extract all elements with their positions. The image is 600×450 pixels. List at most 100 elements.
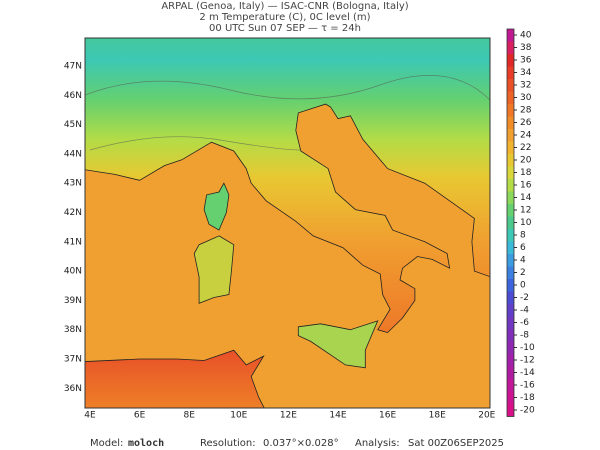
lon-label: 8E	[183, 411, 195, 421]
island	[193, 235, 235, 304]
colorbar-label: 36	[520, 56, 532, 66]
colorbar-swatch	[507, 41, 514, 54]
footer-value: 0.037°×0.028°	[263, 438, 339, 449]
colorbar-label: -18	[520, 393, 535, 403]
colorbar-label: 40	[520, 31, 532, 41]
lat-label: 36N	[64, 384, 82, 394]
map-area	[85, 38, 490, 408]
lat-label: 46N	[64, 91, 82, 101]
colorbar-label: 8	[520, 231, 526, 241]
footer-label: Resolution:	[200, 438, 256, 449]
colorbar-label: 4	[520, 256, 526, 266]
colorbar-swatch	[507, 329, 514, 342]
colorbar-swatch	[507, 379, 514, 392]
colorbar-swatch	[507, 191, 514, 204]
colorbar-label: -10	[520, 343, 535, 353]
colorbar-label: 14	[520, 193, 532, 203]
colorbar-swatch	[507, 104, 514, 117]
lon-label: 16E	[379, 411, 396, 421]
header-line: 00 UTC Sun 07 SEP — τ = 24h	[209, 23, 361, 34]
lon-label: 14E	[329, 411, 346, 421]
colorbar-label: -6	[520, 318, 529, 328]
colorbar-swatch	[507, 29, 514, 42]
header-line: ARPAL (Genoa, Italy) — ISAC-CNR (Bologna…	[161, 1, 408, 12]
colorbar-swatch	[507, 291, 514, 304]
colorbar-swatch	[507, 229, 514, 242]
colorbar-swatch	[507, 204, 514, 217]
colorbar-label: -8	[520, 331, 529, 341]
colorbar-swatch	[507, 154, 514, 167]
lat-label: 40N	[64, 267, 82, 277]
lat-label: 39N	[64, 296, 82, 306]
colorbar-label: -14	[520, 368, 535, 378]
colorbar-label: 18	[520, 168, 532, 178]
lat-label: 43N	[64, 179, 82, 189]
footer-label: Analysis:	[355, 438, 400, 449]
colorbar-label: 6	[520, 243, 526, 253]
colorbar-label: 20	[520, 156, 532, 166]
lon-label: 6E	[134, 411, 146, 421]
land	[85, 38, 490, 334]
colorbar-label: 28	[520, 106, 532, 116]
colorbar-swatch	[507, 129, 514, 142]
lon-label: 18E	[429, 411, 446, 421]
colorbar-label: 22	[520, 143, 531, 153]
lon-label: 10E	[230, 411, 247, 421]
colorbar-label: -20	[520, 406, 535, 416]
colorbar-swatch	[507, 404, 514, 417]
lat-label: 37N	[64, 355, 82, 365]
lat-label: 45N	[64, 120, 82, 130]
island	[203, 182, 230, 231]
colorbar-swatch	[507, 316, 514, 329]
colorbar-swatch	[507, 54, 514, 67]
colorbar-frame	[506, 28, 515, 417]
colorbar-label: 38	[520, 43, 532, 53]
colorbar-label: 16	[520, 181, 532, 191]
colorbar-label: 30	[520, 93, 532, 103]
colorbar-swatch	[507, 66, 514, 79]
colorbar-swatch	[507, 141, 514, 154]
colorbar-swatch	[507, 391, 514, 404]
lon-label: 20E	[478, 411, 495, 421]
lat-label: 41N	[64, 237, 82, 247]
colorbar-label: -2	[520, 293, 529, 303]
colorbar-swatch	[507, 166, 514, 179]
colorbar-label: -12	[520, 356, 535, 366]
island	[297, 320, 379, 369]
contour	[85, 75, 490, 151]
colorbar-swatch	[507, 341, 514, 354]
colorbar-label: 34	[520, 68, 532, 78]
colorbar-label: 2	[520, 268, 526, 278]
colorbar-swatch	[507, 79, 514, 92]
colorbar-swatch	[507, 91, 514, 104]
lat-label: 44N	[64, 149, 82, 159]
colorbar-label: 12	[520, 206, 531, 216]
lat-label: 38N	[64, 325, 82, 335]
lat-label: 42N	[64, 208, 82, 218]
colorbar-swatch	[507, 366, 514, 379]
lon-label: 12E	[280, 411, 297, 421]
colorbar-label: 0	[520, 281, 526, 291]
colorbar-swatch	[507, 266, 514, 279]
map-frame	[84, 37, 491, 409]
colorbar-label: -16	[520, 381, 535, 391]
footer-value: moloch	[128, 438, 164, 449]
header-line: 2 m Temperature (C), 0C level (m)	[199, 12, 370, 23]
colorbar-swatch	[507, 216, 514, 229]
footer-value: Sat 00Z06SEP2025	[408, 438, 504, 449]
colorbar-label: -4	[520, 306, 529, 316]
lon-label: 4E	[84, 411, 96, 421]
colorbar-swatch	[507, 279, 514, 292]
colorbar-swatch	[507, 304, 514, 317]
colorbar-label: 32	[520, 81, 531, 91]
africa	[85, 349, 265, 408]
colorbar-swatch	[507, 354, 514, 367]
colorbar-label: 26	[520, 118, 532, 128]
colorbar-label: 24	[520, 131, 532, 141]
colorbar-swatch	[507, 254, 514, 267]
lat-label: 47N	[64, 62, 82, 72]
colorbar-swatch	[507, 241, 514, 254]
footer-label: Model:	[90, 438, 123, 449]
colorbar-swatch	[507, 116, 514, 129]
